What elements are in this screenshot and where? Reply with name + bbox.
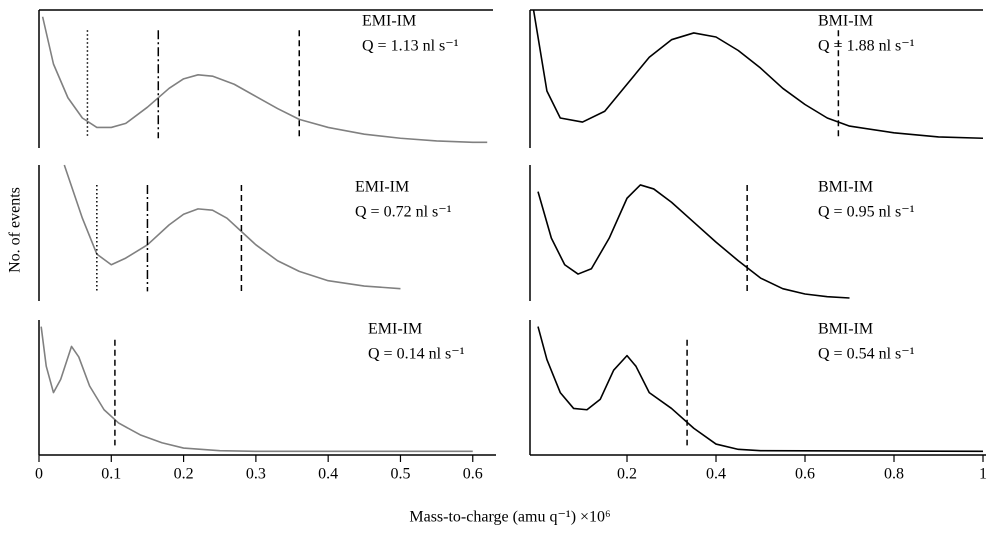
series-label: BMI-IM <box>818 13 873 30</box>
flow-rate-label: Q = 0.54 nl s⁻¹ <box>818 346 915 363</box>
series-label: BMI-IM <box>818 179 873 196</box>
x-tick-label: 0.3 <box>246 466 266 483</box>
x-tick-label: 0.5 <box>390 466 410 483</box>
x-tick-label: 0.2 <box>617 466 637 483</box>
flow-rate-label: Q = 0.72 nl s⁻¹ <box>355 204 452 221</box>
spectrum-line <box>40 326 473 453</box>
spectrum-line <box>537 326 984 453</box>
series-label: EMI-IM <box>355 179 409 196</box>
x-tick-label: 0.1 <box>101 466 121 483</box>
spectrum-line <box>41 16 488 144</box>
x-tick-label: 0.4 <box>706 466 726 483</box>
x-tick-label: 0 <box>35 466 43 483</box>
spectrum-line <box>537 184 850 299</box>
x-tick-label: 0.4 <box>318 466 338 483</box>
x-tick-label: 0.8 <box>884 466 904 483</box>
flow-rate-label: Q = 0.95 nl s⁻¹ <box>818 204 915 221</box>
flow-rate-label: Q = 0.14 nl s⁻¹ <box>368 346 465 363</box>
series-label: BMI-IM <box>818 321 873 338</box>
spectrum-line <box>532 9 984 140</box>
series-label: EMI-IM <box>368 321 422 338</box>
flow-rate-label: Q = 1.13 nl s⁻¹ <box>362 38 459 55</box>
flow-rate-label: Q = 1.88 nl s⁻¹ <box>818 38 915 55</box>
x-tick-label: 1 <box>979 466 987 483</box>
y-axis-label: No. of events <box>7 187 24 273</box>
x-tick-label: 0.6 <box>463 466 483 483</box>
x-tick-label: 0.6 <box>795 466 815 483</box>
series-label: EMI-IM <box>362 13 416 30</box>
x-axis-label: Mass-to-charge (amu q⁻¹) ×10⁶ <box>409 509 610 526</box>
x-tick-label: 0.2 <box>174 466 194 483</box>
spectrum-line <box>63 164 401 290</box>
